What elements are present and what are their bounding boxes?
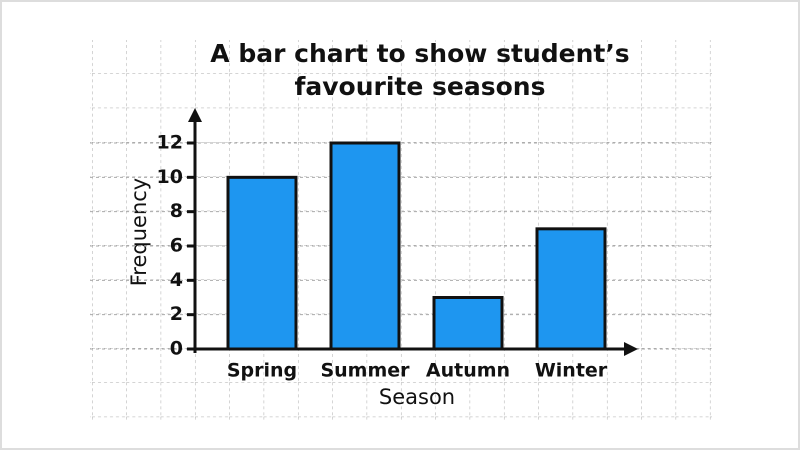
bar — [432, 296, 504, 351]
y-axis-arrow — [188, 108, 202, 122]
y-tick-label: 4 — [170, 269, 183, 291]
bar — [535, 227, 607, 351]
bar — [329, 141, 401, 351]
chart-title: A bar chart to show student’s — [210, 39, 629, 68]
bar — [226, 175, 298, 351]
y-tick-label: 10 — [157, 166, 183, 188]
x-tick-label: Summer — [320, 360, 410, 382]
x-tick-label: Autumn — [426, 360, 510, 382]
chart-title: favourite seasons — [295, 72, 546, 101]
y-tick-label: 8 — [170, 200, 183, 222]
y-tick-label: 0 — [170, 338, 183, 360]
y-tick-label: 12 — [157, 132, 183, 154]
y-tick-label: 2 — [170, 303, 183, 325]
x-axis-label: Season — [379, 385, 455, 409]
x-tick-label: Spring — [227, 360, 297, 382]
y-axis-label: Frequency — [127, 178, 151, 287]
x-axis-arrow — [624, 342, 638, 356]
y-tick-label: 6 — [170, 235, 183, 257]
x-tick-label: Winter — [535, 360, 608, 382]
